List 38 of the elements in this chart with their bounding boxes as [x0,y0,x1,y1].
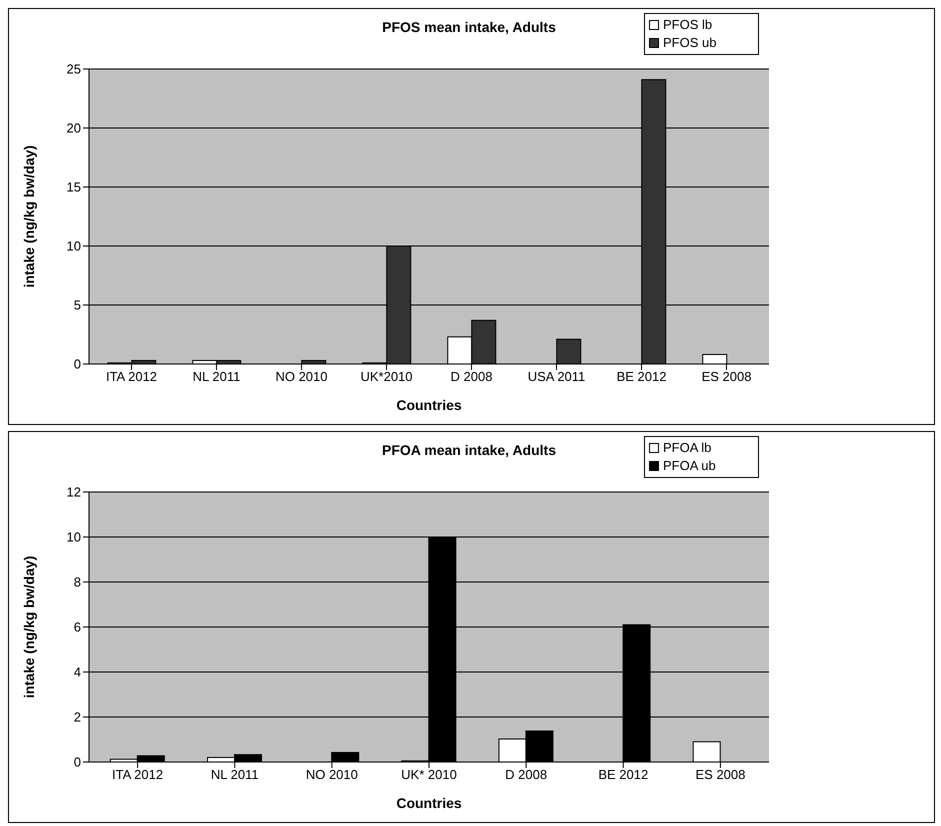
y-tick-label: 10 [66,238,81,254]
y-tick-label: 0 [74,356,81,372]
x-tick-label: NO 2010 [275,369,328,384]
y-tick-label: 25 [66,62,81,77]
legend-label: PFOS ub [663,34,716,52]
y-tick-label: 5 [74,298,81,313]
legend-label: PFOS lb [663,16,712,34]
y-axis-title: intake (ng/kg bw/day) [20,145,37,288]
y-tick-label: 0 [74,754,81,770]
y-tick-label: 2 [74,710,81,725]
x-tick-label: USA 2011 [528,369,586,384]
x-tick-label: UK* 2010 [401,767,457,782]
y-tick-label: 8 [74,574,81,590]
x-tick-label: ITA 2012 [112,767,164,782]
x-tick-label: ES 2008 [695,767,746,782]
x-tick-label: NL 2011 [192,369,240,384]
x-tick-label: BE 2012 [598,767,648,782]
x-tick-label: ES 2008 [702,369,752,384]
legend-label: PFOA lb [663,439,712,457]
chart-title: PFOA mean intake, Adults [382,442,556,458]
y-tick-label: 4 [74,664,81,680]
legend-label: PFOA ub [663,457,716,475]
chart-title: PFOS mean intake, Adults [382,19,556,35]
x-tick-label: NO 2010 [306,767,358,782]
x-tick-label: UK*2010 [360,369,413,384]
x-tick-label: BE 2012 [616,369,666,384]
y-tick-label: 10 [66,530,81,545]
x-tick-label: D 2008 [450,369,492,384]
x-axis-title: Countries [396,795,462,811]
y-tick-label: 12 [66,484,81,500]
y-tick-label: 20 [66,120,81,136]
y-axis-title: intake (ng/kg bw/day) [20,556,37,698]
y-tick-label: 15 [66,180,81,195]
y-tick-label: 6 [74,620,81,635]
x-tick-label: ITA 2012 [106,369,158,384]
x-axis-title: Countries [396,397,462,413]
x-tick-label: NL 2011 [210,767,259,782]
x-tick-label: D 2008 [505,767,548,782]
